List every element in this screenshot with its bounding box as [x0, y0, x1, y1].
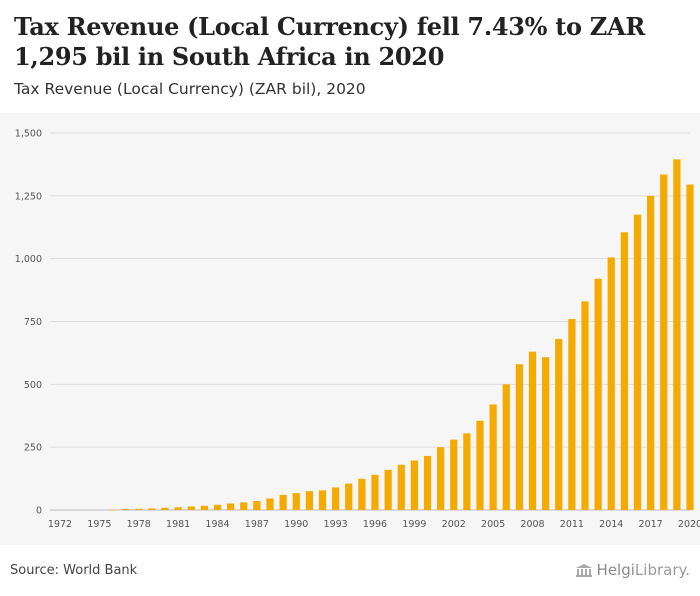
bar-2001[interactable]	[437, 447, 445, 510]
x-tick-label: 1990	[284, 519, 308, 530]
bar-1995[interactable]	[358, 478, 366, 510]
library-building-icon	[575, 564, 592, 577]
gridlines	[50, 132, 690, 511]
bar-2019[interactable]	[673, 159, 681, 510]
bar-2007[interactable]	[515, 364, 523, 510]
bar-2016[interactable]	[633, 214, 642, 510]
bar-2003[interactable]	[463, 433, 471, 510]
bar-2008[interactable]	[528, 351, 537, 510]
x-axis-ticks: 1972 1975 1978 1981 1984 1987 1990 1993 1996 1999…	[48, 519, 700, 530]
bar-1982[interactable]	[187, 506, 195, 510]
bar-1980[interactable]	[161, 507, 169, 510]
bar-1988[interactable]	[266, 498, 274, 510]
bar-1978[interactable]	[135, 508, 143, 510]
x-tick-label: 1981	[166, 519, 190, 530]
bar-1985[interactable]	[227, 503, 235, 510]
bar-1994[interactable]	[345, 483, 353, 510]
bar-2017[interactable]	[647, 195, 655, 510]
x-tick-label: 1987	[245, 519, 269, 530]
bar-2002[interactable]	[450, 439, 458, 510]
x-tick-label: 1996	[363, 519, 387, 530]
bar-1984[interactable]	[213, 504, 222, 510]
bar-2000[interactable]	[423, 455, 432, 510]
bar-1986[interactable]	[240, 502, 248, 510]
bar-2006[interactable]	[502, 384, 510, 510]
bar-2011[interactable]	[568, 318, 576, 510]
y-tick-label: 1,000	[15, 254, 42, 265]
x-tick-label: 1975	[87, 519, 111, 530]
bar-2018[interactable]	[660, 174, 668, 510]
chart-area: 0 250 500 750 1,000 1,250 1,500 1972 1975 1978 19…	[0, 113, 700, 545]
bar-1979[interactable]	[148, 508, 156, 510]
y-tick-label: 0	[36, 506, 42, 517]
bar-1977[interactable]	[122, 508, 130, 510]
brand-suffix: Library.	[634, 561, 690, 579]
bar-1999[interactable]	[410, 460, 418, 510]
chart-subtitle: Tax Revenue (Local Currency) (ZAR bil), …	[14, 80, 366, 98]
x-tick-label: 2014	[599, 519, 623, 530]
x-tick-label: 2002	[442, 519, 466, 530]
y-tick-label: 1,500	[15, 129, 42, 140]
y-tick-label: 500	[24, 380, 42, 391]
source-note: Source: World Bank	[10, 563, 138, 578]
bar-1998[interactable]	[397, 464, 405, 510]
bar-2015[interactable]	[620, 232, 628, 510]
x-tick-label: 2005	[481, 519, 505, 530]
bar-1996[interactable]	[371, 474, 379, 510]
brand-logo[interactable]: HelgiLibrary.	[575, 561, 690, 579]
y-axis-ticks: 0 250 500 750 1,000 1,250 1,500	[15, 129, 42, 517]
bar-2010[interactable]	[555, 339, 563, 510]
bar-1997[interactable]	[384, 469, 392, 510]
x-tick-label: 2020	[678, 519, 700, 530]
x-tick-label: 2008	[520, 519, 544, 530]
bar-1992[interactable]	[318, 490, 327, 510]
bar-2013[interactable]	[594, 278, 602, 510]
bar-1983[interactable]	[200, 505, 208, 510]
brand-prefix: Helgi	[596, 561, 635, 579]
bar-1990[interactable]	[292, 493, 300, 510]
bar-2005[interactable]	[489, 404, 497, 510]
y-tick-label: 250	[24, 443, 42, 454]
x-tick-label: 2017	[639, 519, 663, 530]
x-tick-label: 1972	[48, 519, 72, 530]
bar-2012[interactable]	[581, 301, 589, 510]
bar-2009[interactable]	[542, 357, 550, 510]
chart-title: Tax Revenue (Local Currency) fell 7.43% …	[14, 12, 645, 71]
bar-1981[interactable]	[174, 507, 182, 510]
bar-1987[interactable]	[253, 500, 261, 510]
x-tick-label: 1999	[402, 519, 426, 530]
bar-1993[interactable]	[332, 487, 340, 510]
bar-1976[interactable]	[108, 509, 117, 511]
x-tick-label: 1978	[127, 519, 151, 530]
x-tick-label: 2011	[560, 519, 584, 530]
bar-1989[interactable]	[279, 494, 287, 510]
bars	[108, 159, 694, 511]
bar-2020[interactable]	[686, 184, 694, 510]
y-tick-label: 1,250	[15, 191, 42, 202]
x-tick-label: 1984	[205, 519, 229, 530]
bar-1991[interactable]	[305, 491, 313, 510]
x-tick-label: 1993	[324, 519, 348, 530]
bar-2014[interactable]	[607, 257, 615, 510]
bar-2004[interactable]	[476, 420, 484, 510]
y-tick-label: 750	[24, 317, 42, 328]
